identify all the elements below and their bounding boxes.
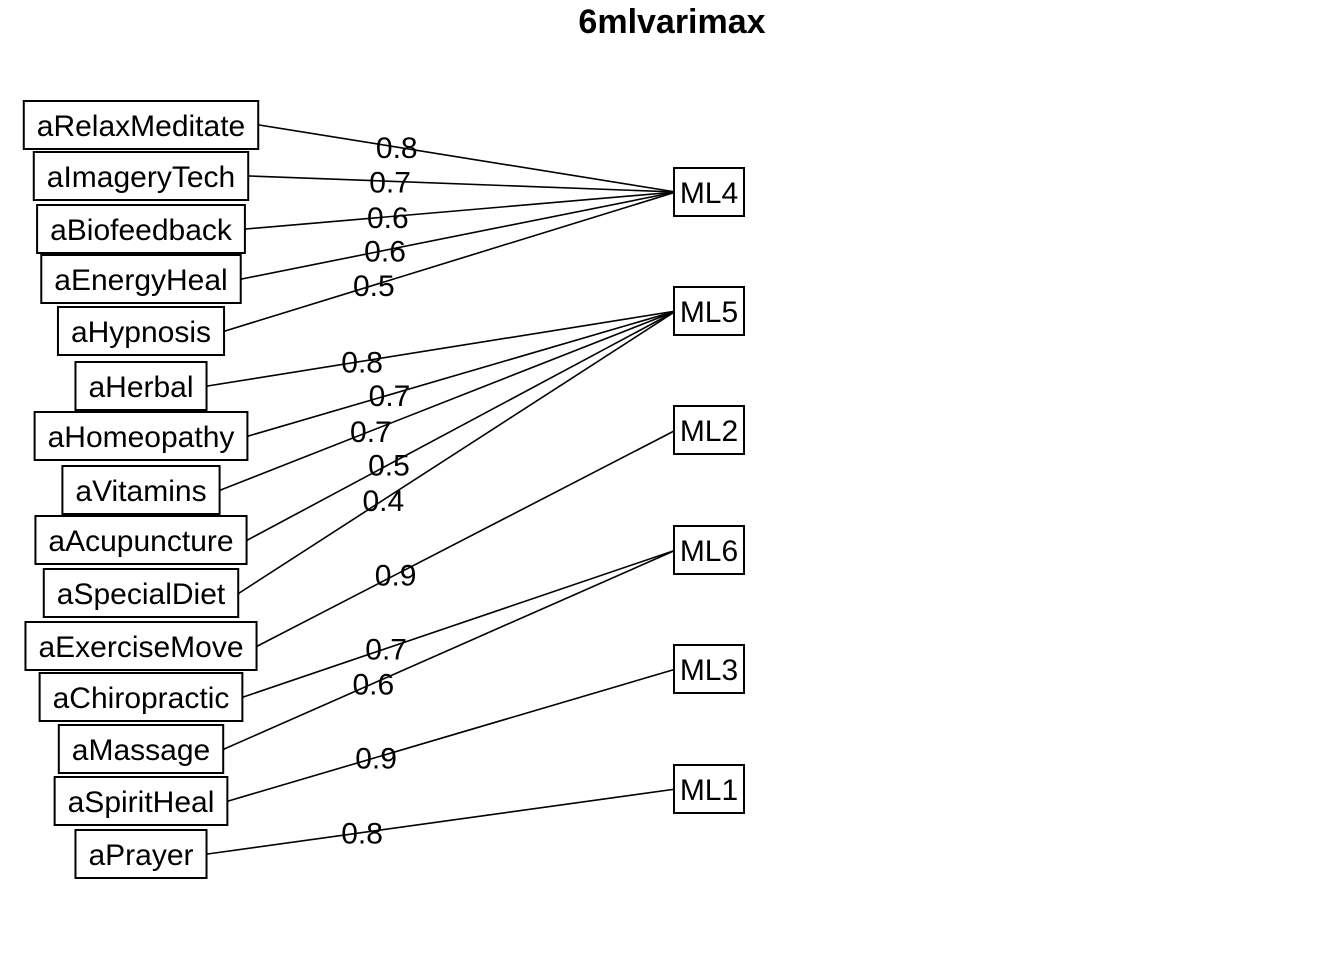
loading-label: 0.6	[367, 202, 409, 235]
loading-label: 0.6	[352, 668, 394, 701]
variable-node-abiofeedback: aBiofeedback	[36, 204, 246, 254]
factor-node-ml4: ML4	[673, 167, 745, 217]
variable-node-achiropractic: aChiropractic	[38, 672, 244, 722]
variable-node-aprayer-label: aPrayer	[88, 839, 193, 872]
variable-node-aacupuncture-box	[34, 515, 248, 565]
variable-node-amassage-label: aMassage	[72, 734, 210, 767]
variable-node-aacupuncture-label: aAcupuncture	[48, 525, 233, 558]
variable-node-amassage: aMassage	[57, 724, 225, 774]
variable-node-aspecialdiet: aSpecialDiet	[42, 568, 240, 618]
variable-node-ahypnosis: aHypnosis	[56, 306, 226, 356]
edge-ml1-aprayer	[208, 788, 677, 854]
variable-node-avitamins-box	[61, 465, 221, 515]
variable-node-aenergyheal-box	[40, 254, 242, 304]
loading-label: 0.7	[365, 633, 407, 666]
loading-label: 0.8	[376, 132, 418, 165]
variable-node-aspecialdiet-label: aSpecialDiet	[57, 578, 226, 611]
edge-ml4-aimagerytech	[249, 176, 677, 193]
factor-node-ml1-box	[673, 764, 745, 814]
factor-node-ml2-box	[673, 405, 745, 455]
loading-label: 0.9	[355, 742, 397, 775]
factor-node-ml3-box	[673, 644, 745, 694]
variable-node-arelaxmeditate-box	[22, 100, 260, 150]
edge-ml2-aexercisemove	[258, 429, 677, 646]
variable-node-aspecialdiet-box	[42, 568, 240, 618]
factor-node-ml6-label: ML6	[680, 535, 738, 568]
edge-ml5-aherbal	[208, 310, 677, 386]
diagram-nodes: aRelaxMeditate aImageryTech aBiofeedback aE…	[22, 100, 745, 879]
factor-node-ml4-label: ML4	[680, 177, 738, 210]
variable-node-aprayer: aPrayer	[74, 829, 208, 879]
loading-label: 0.7	[350, 416, 392, 449]
variable-node-aspiritheal: aSpiritHeal	[53, 776, 229, 826]
loading-label: 0.7	[369, 166, 411, 199]
variable-node-aimagerytech-box	[32, 151, 250, 201]
variable-node-ahomeopathy: aHomeopathy	[33, 411, 249, 461]
variable-node-arelaxmeditate: aRelaxMeditate	[22, 100, 260, 150]
variable-node-arelaxmeditate-label: aRelaxMeditate	[37, 110, 245, 143]
factor-node-ml1-label: ML1	[680, 774, 738, 807]
variable-node-abiofeedback-box	[36, 204, 246, 254]
factor-node-ml3: ML3	[673, 644, 745, 694]
edge-ml5-aspecialdiet	[239, 310, 677, 593]
loading-label: 0.9	[375, 560, 417, 593]
factor-node-ml5: ML5	[673, 286, 745, 336]
edge-ml6-amassage	[224, 549, 677, 749]
variable-node-aprayer-box	[74, 829, 208, 879]
edge-ml3-aspiritheal	[228, 668, 677, 801]
factor-node-ml3-label: ML3	[680, 654, 738, 687]
edge-ml4-ahypnosis	[225, 191, 677, 331]
edge-ml4-aenergyheal	[242, 191, 677, 279]
factor-node-ml5-box	[673, 286, 745, 336]
factor-node-ml2-label: ML2	[680, 415, 738, 448]
variable-node-ahypnosis-label: aHypnosis	[71, 316, 211, 349]
variable-node-aexercisemove: aExerciseMove	[24, 621, 258, 671]
edge-ml4-arelaxmeditate	[259, 125, 677, 193]
edge-ml5-avitamins	[221, 310, 677, 490]
variable-node-avitamins-label: aVitamins	[75, 475, 206, 508]
loading-label: 0.7	[369, 380, 411, 413]
loading-label: 0.5	[368, 449, 410, 482]
variable-node-ahomeopathy-label: aHomeopathy	[48, 421, 235, 454]
variable-node-amassage-box	[57, 724, 225, 774]
variable-node-aexercisemove-box	[24, 621, 258, 671]
variable-node-aherbal: aHerbal	[74, 361, 208, 411]
factor-node-ml6: ML6	[673, 525, 745, 575]
factor-node-ml4-box	[673, 167, 745, 217]
loading-label: 0.8	[341, 346, 383, 379]
variable-node-aenergyheal: aEnergyHeal	[40, 254, 242, 304]
variable-node-aherbal-box	[74, 361, 208, 411]
factor-node-ml1: ML1	[673, 764, 745, 814]
factor-node-ml5-label: ML5	[680, 296, 738, 329]
loading-label: 0.4	[362, 485, 404, 518]
factor-node-ml6-box	[673, 525, 745, 575]
variable-node-abiofeedback-label: aBiofeedback	[50, 214, 233, 247]
factor-node-ml2: ML2	[673, 405, 745, 455]
variable-node-achiropractic-box	[38, 672, 244, 722]
variable-node-aexercisemove-label: aExerciseMove	[38, 631, 243, 664]
loading-label: 0.6	[364, 235, 406, 268]
variable-node-aenergyheal-label: aEnergyHeal	[54, 264, 227, 297]
variable-node-aacupuncture: aAcupuncture	[34, 515, 248, 565]
variable-node-aimagerytech-label: aImageryTech	[47, 161, 235, 194]
variable-node-aspiritheal-label: aSpiritHeal	[68, 786, 215, 819]
loading-edges	[208, 125, 677, 854]
edge-ml4-abiofeedback	[246, 191, 677, 229]
variable-node-ahypnosis-box	[56, 306, 226, 356]
diagram-title: 6mlvarimax	[578, 3, 765, 41]
edge-ml5-aacupuncture	[248, 310, 677, 540]
loading-label: 0.5	[353, 270, 395, 303]
variable-node-achiropractic-label: aChiropractic	[53, 682, 230, 715]
variable-node-aherbal-label: aHerbal	[88, 371, 193, 404]
loading-label: 0.8	[341, 818, 383, 851]
variable-node-avitamins: aVitamins	[61, 465, 221, 515]
variable-node-aspiritheal-box	[53, 776, 229, 826]
edge-ml6-achiropractic	[243, 549, 677, 697]
edge-ml5-ahomeopathy	[248, 310, 677, 436]
variable-node-aimagerytech: aImageryTech	[32, 151, 250, 201]
variable-node-ahomeopathy-box	[33, 411, 249, 461]
loading-labels: 0.80.70.60.60.50.80.70.70.50.40.90.70.60…	[341, 132, 417, 850]
